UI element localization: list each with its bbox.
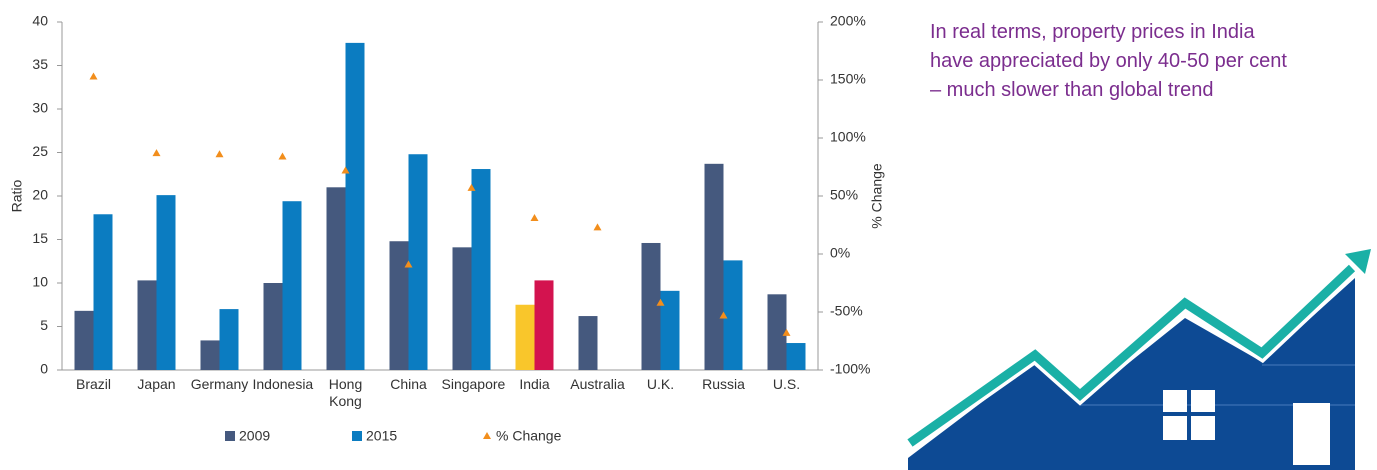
bar — [579, 316, 598, 370]
x-tick-label: Japan — [127, 376, 187, 393]
x-tick-label: Australia — [568, 376, 628, 393]
y-tick-label: 20 — [32, 187, 48, 203]
y-tick-label: 35 — [32, 56, 48, 72]
bar — [264, 283, 283, 370]
y-tick-label: 40 — [32, 13, 48, 29]
legend-label: 2009 — [239, 428, 270, 444]
x-tick-label: Hong Kong — [316, 376, 376, 410]
y2-tick-label: -100% — [830, 361, 870, 377]
bar — [201, 340, 220, 370]
bar — [346, 43, 365, 370]
bar — [768, 294, 787, 370]
annotation-line: – much slower than global trend — [930, 76, 1287, 105]
marker — [90, 73, 98, 80]
y-tick-label: 0 — [40, 361, 48, 377]
bar — [138, 280, 157, 370]
x-tick-label: Germany — [190, 376, 250, 393]
annotation-line: have appreciated by only 40-50 per cent — [930, 47, 1287, 76]
window — [1191, 416, 1215, 440]
marker — [153, 149, 161, 156]
bar — [642, 243, 661, 370]
x-tick-label: India — [505, 376, 565, 393]
bar — [283, 201, 302, 370]
y2-tick-label: 200% — [830, 13, 866, 29]
legend-swatch — [352, 431, 362, 441]
bar — [157, 195, 176, 370]
bar — [409, 154, 428, 370]
y2-tick-label: 100% — [830, 129, 866, 145]
x-tick-label: China — [379, 376, 439, 393]
bar — [705, 164, 724, 370]
y2-tick-label: 0% — [830, 245, 850, 261]
x-tick-label: U.K. — [631, 376, 691, 393]
annotation-line: In real terms, property prices in India — [930, 18, 1287, 47]
y2-axis-label: % Change — [869, 163, 885, 229]
bar — [327, 187, 346, 370]
bar — [535, 280, 554, 370]
bar — [472, 169, 491, 370]
legend-marker — [483, 432, 491, 439]
window — [1163, 390, 1187, 412]
y2-tick-label: 50% — [830, 187, 858, 203]
x-tick-label: Indonesia — [253, 376, 313, 393]
bar — [94, 214, 113, 370]
marker — [216, 150, 224, 157]
y2-tick-label: 150% — [830, 71, 866, 87]
y2-tick-label: -50% — [830, 303, 863, 319]
y-tick-label: 5 — [40, 317, 48, 333]
door — [1293, 403, 1330, 465]
page: Ratio % Change 0 5 10 15 20 25 30 35 40 -100% -50%… — [0, 0, 1377, 470]
bar — [75, 311, 94, 370]
marker — [594, 223, 602, 230]
illustration — [908, 249, 1371, 470]
x-tick-label: Russia — [694, 376, 754, 393]
y-tick-label: 30 — [32, 100, 48, 116]
marker — [531, 214, 539, 221]
x-tick-label: Singapore — [442, 376, 502, 393]
legend-label: % Change — [496, 428, 562, 444]
bar — [220, 309, 239, 370]
x-tick-label: Brazil — [64, 376, 124, 393]
legend-label: 2015 — [366, 428, 397, 444]
window — [1163, 416, 1187, 440]
x-tick-label: U.S. — [757, 376, 817, 393]
bar — [787, 343, 806, 370]
marker — [279, 153, 287, 160]
bar — [516, 305, 535, 370]
bar — [724, 260, 743, 370]
bar — [390, 241, 409, 370]
window — [1191, 390, 1215, 412]
y-tick-label: 25 — [32, 143, 48, 159]
legend-swatch — [225, 431, 235, 441]
y-tick-label: 15 — [32, 230, 48, 246]
y-tick-label: 10 — [32, 274, 48, 290]
y-axis-label: Ratio — [9, 179, 25, 212]
bar — [453, 247, 472, 370]
bar — [661, 291, 680, 370]
house — [908, 278, 1355, 470]
